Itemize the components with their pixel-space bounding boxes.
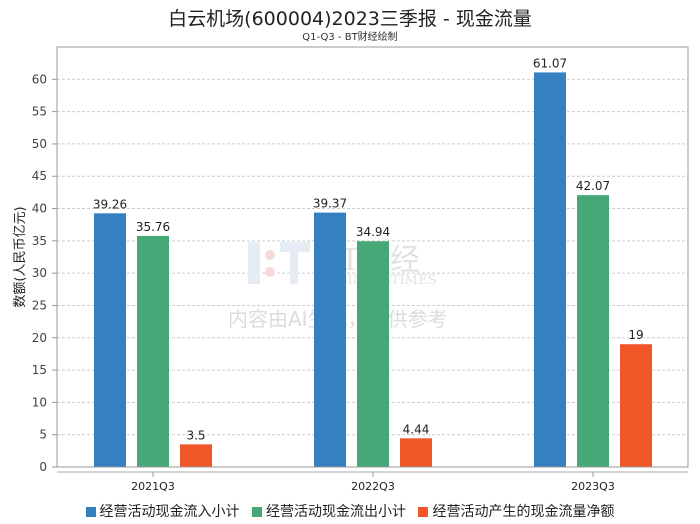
bar[interactable] xyxy=(577,195,609,467)
legend: 经营活动现金流入小计 经营活动现金流出小计 经营活动产生的现金流量净额 xyxy=(0,501,700,521)
y-tick-label: 60 xyxy=(32,72,47,86)
bar[interactable] xyxy=(94,213,126,467)
bar[interactable] xyxy=(400,438,432,467)
data-label: 4.44 xyxy=(403,422,430,436)
bar[interactable] xyxy=(314,212,346,467)
y-tick-label: 55 xyxy=(32,105,47,119)
y-tick-label: 40 xyxy=(32,202,47,216)
y-tick-label: 15 xyxy=(32,363,47,377)
legend-item-outflow[interactable]: 经营活动现金流出小计 xyxy=(252,504,406,520)
y-tick-label: 30 xyxy=(32,266,47,280)
legend-label: 经营活动现金流入小计 xyxy=(99,504,240,520)
y-tick-label: 10 xyxy=(32,395,47,409)
y-tick-label: 35 xyxy=(32,234,47,248)
bar[interactable] xyxy=(137,235,169,467)
data-label: 3.5 xyxy=(186,428,205,442)
legend-swatch xyxy=(418,507,429,517)
y-tick-label: 20 xyxy=(32,331,47,345)
legend-label: 经营活动现金流出小计 xyxy=(266,504,406,520)
y-tick-label: 5 xyxy=(39,428,47,442)
legend-item-net[interactable]: 经营活动产生的现金流量净额 xyxy=(418,504,614,520)
plot-frame xyxy=(56,46,689,468)
data-label: 39.26 xyxy=(93,197,127,211)
chart-subtitle: Q1-Q3 - BT财经绘制 xyxy=(302,32,398,43)
bar[interactable] xyxy=(180,444,212,467)
legend-label: 经营活动产生的现金流量净额 xyxy=(432,504,615,520)
chart-title: 白云机场(600004)2023三季报 - 现金流量 xyxy=(168,8,532,30)
data-label: 34.94 xyxy=(356,225,390,239)
y-tick-label: 45 xyxy=(32,169,47,183)
data-label: 35.76 xyxy=(136,220,170,234)
y-tick-label: 50 xyxy=(32,137,47,151)
data-label: 19 xyxy=(628,328,643,342)
bar[interactable] xyxy=(620,344,652,467)
data-label: 61.07 xyxy=(533,56,567,70)
data-label: 42.07 xyxy=(576,179,610,193)
x-tick-label: 2021Q3 xyxy=(131,480,175,493)
legend-swatch xyxy=(252,507,262,517)
bar[interactable] xyxy=(357,241,389,467)
legend-item-inflow[interactable]: 经营活动现金流入小计 xyxy=(85,504,240,520)
x-tick-label: 2022Q3 xyxy=(351,480,395,493)
legend-swatch xyxy=(85,507,96,517)
data-label: 39.37 xyxy=(313,197,347,211)
y-tick-label: 25 xyxy=(32,298,47,312)
y-tick-label: 0 xyxy=(39,460,47,474)
bar[interactable] xyxy=(534,72,566,467)
x-tick-label: 2023Q3 xyxy=(571,480,615,493)
y-axis-label: 数额(人民币亿元) xyxy=(13,206,28,307)
